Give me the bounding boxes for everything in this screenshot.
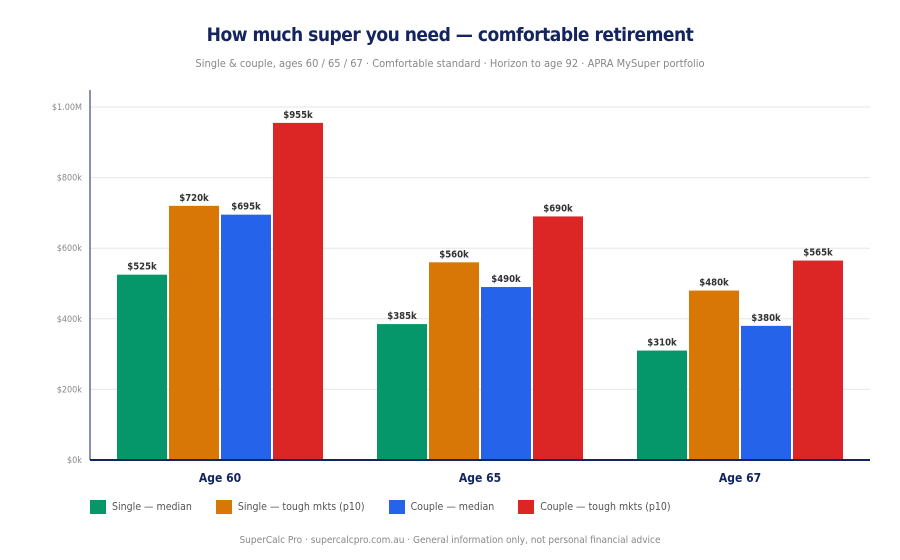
y-tick-label: $200k xyxy=(57,385,83,395)
data-label: $955k xyxy=(283,110,313,121)
data-label: $490k xyxy=(491,274,521,285)
legend: Single — median Single — tough mkts (p10)… xyxy=(90,500,671,514)
bar xyxy=(273,122,323,460)
data-label: $690k xyxy=(543,203,573,214)
chart-title: How much super you need — comfortable re… xyxy=(206,24,694,46)
y-tick-label: $600k xyxy=(57,244,83,254)
legend-item: Single — median xyxy=(90,500,192,514)
bar xyxy=(221,214,271,460)
bar xyxy=(741,325,791,460)
bar xyxy=(377,324,427,460)
legend-item: Single — tough mkts (p10) xyxy=(215,500,365,514)
bar xyxy=(793,260,843,460)
data-label: $560k xyxy=(439,249,469,260)
legend-swatch xyxy=(388,500,405,514)
chart-subtitle: Single & couple, ages 60 / 65 / 67 · Com… xyxy=(195,57,705,70)
data-label: $480k xyxy=(699,278,729,289)
data-label: $565k xyxy=(803,248,833,259)
bar xyxy=(481,287,531,460)
data-label: $385k xyxy=(387,311,417,322)
footer: SuperCalc Pro · supercalcpro.com.au · Ge… xyxy=(239,535,661,546)
bar xyxy=(169,205,219,460)
legend-label: Couple — median xyxy=(410,501,495,513)
data-label: $720k xyxy=(179,193,209,204)
y-tick-label: $800k xyxy=(57,174,83,184)
legend-label: Couple — tough mkts (p10) xyxy=(540,501,671,513)
bar xyxy=(533,216,583,460)
data-label: $525k xyxy=(127,262,157,273)
bar xyxy=(689,290,739,460)
y-tick-label: $400k xyxy=(57,315,83,325)
legend-item: Couple — tough mkts (p10) xyxy=(518,500,671,514)
legend-swatch xyxy=(215,500,232,514)
legend-label: Single — median xyxy=(112,501,192,513)
x-tick-label: Age 65 xyxy=(459,471,501,485)
x-tick-label: Age 60 xyxy=(199,471,241,485)
data-label: $310k xyxy=(647,338,677,349)
bar xyxy=(117,274,167,460)
legend-swatch xyxy=(90,500,106,514)
legend-swatch xyxy=(518,500,535,514)
y-tick-label: $0k xyxy=(67,456,82,466)
x-tick-label: Age 67 xyxy=(719,471,761,485)
data-label: $380k xyxy=(751,313,781,324)
bar xyxy=(429,262,479,460)
data-label: $695k xyxy=(231,202,261,213)
y-tick-label: $1.00M xyxy=(52,103,82,113)
legend-label: Single — tough mkts (p10) xyxy=(237,501,365,513)
legend-item: Couple — median xyxy=(388,500,495,514)
bar xyxy=(637,350,687,460)
